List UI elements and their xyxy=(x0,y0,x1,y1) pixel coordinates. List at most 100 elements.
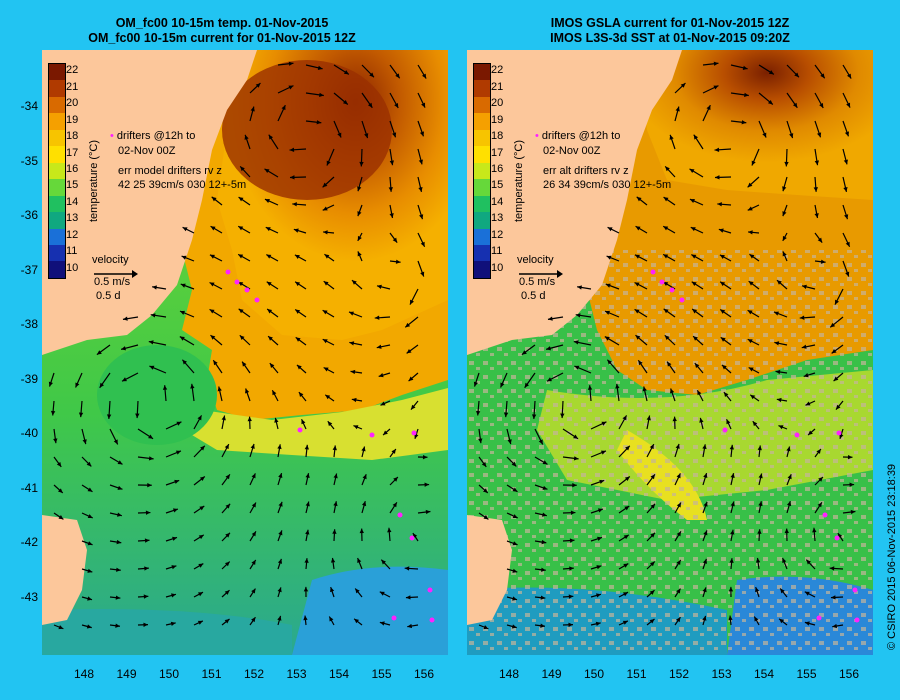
current-arrow-head xyxy=(225,532,230,538)
current-arrow-head xyxy=(182,359,187,365)
current-arrow-head xyxy=(744,92,749,98)
current-arrow-head xyxy=(278,530,283,536)
current-arrow-head xyxy=(362,474,367,480)
current-arrow-head xyxy=(792,102,798,108)
left-err-line2: 42 25 39cm/s 030 12+-5m xyxy=(118,179,247,191)
current-arrow-head xyxy=(846,102,851,108)
current-arrow-head xyxy=(540,623,545,628)
current-arrow-head xyxy=(676,502,681,508)
current-arrow-head xyxy=(757,445,762,451)
current-arrow-head xyxy=(850,509,856,515)
latitude-tick-label: -39 xyxy=(20,371,38,386)
current-arrow-head xyxy=(568,622,573,627)
colorbar-swatch xyxy=(49,228,65,245)
current-arrow-head xyxy=(767,99,773,105)
current-arrow-head xyxy=(831,348,837,354)
current-arrow-head xyxy=(693,336,698,341)
current-arrow-head xyxy=(180,283,186,288)
current-arrow-head xyxy=(274,417,279,423)
current-arrow-head xyxy=(295,309,301,314)
current-arrow-head xyxy=(53,438,58,444)
current-arrow-head xyxy=(713,85,719,90)
australia-land xyxy=(467,50,682,355)
credit-text: © CSIRO 2015 06-Nov-2015 23:18:39 xyxy=(886,463,898,650)
latitude-tick-label: -36 xyxy=(20,208,38,222)
current-arrow-head xyxy=(420,271,425,277)
current-arrow-head xyxy=(209,254,215,259)
current-arrow-head xyxy=(99,382,105,388)
drifter-point xyxy=(659,279,665,285)
current-arrow-head xyxy=(748,230,753,235)
current-arrow-head xyxy=(573,434,579,439)
colorbar-tick-label: 20 xyxy=(66,97,79,110)
current-arrow-head xyxy=(56,461,62,467)
current-arrow-head xyxy=(369,72,374,78)
current-arrow-head xyxy=(801,344,807,349)
current-arrow-head xyxy=(676,531,681,537)
current-arrow-head xyxy=(392,237,398,243)
current-arrow-head xyxy=(717,202,722,207)
current-arrow-head xyxy=(301,419,306,425)
current-arrow-head xyxy=(361,501,367,507)
current-arrow-head xyxy=(278,501,283,507)
current-arrow-head xyxy=(147,483,152,488)
current-arrow-head xyxy=(703,530,708,536)
current-arrow-head xyxy=(379,621,385,626)
current-arrow-head xyxy=(507,439,512,445)
current-arrow-head xyxy=(277,558,283,564)
latitude-tick-label: -43 xyxy=(20,589,38,604)
current-arrow-head xyxy=(542,512,547,517)
current-arrow-head xyxy=(244,134,249,140)
current-arrow-head xyxy=(779,618,784,624)
colorbar-swatch xyxy=(474,64,490,81)
longitude-tick-label: 154 xyxy=(328,667,350,681)
current-arrow-head xyxy=(730,473,735,479)
current-arrow-head xyxy=(224,618,230,624)
current-arrow-head xyxy=(359,528,364,534)
current-arrow-head xyxy=(605,310,610,315)
current-arrow-head xyxy=(699,417,704,423)
current-arrow-head xyxy=(265,227,271,232)
current-arrow-head xyxy=(818,476,823,482)
current-arrow-head xyxy=(718,228,724,233)
current-arrow-head xyxy=(121,346,127,351)
current-arrow-head xyxy=(268,134,274,140)
colorbar-tick-label: 15 xyxy=(66,179,79,192)
current-arrow-head xyxy=(319,92,324,98)
current-arrow-head xyxy=(395,73,400,79)
current-arrow-head xyxy=(342,99,348,105)
current-arrow-head xyxy=(264,168,270,174)
current-arrow-head xyxy=(209,309,215,314)
current-arrow-head xyxy=(663,281,669,287)
current-arrow-head xyxy=(624,476,630,481)
current-arrow-head xyxy=(720,281,726,287)
drifter-point xyxy=(409,535,415,541)
current-arrow-head xyxy=(568,594,574,599)
current-arrow-head xyxy=(845,241,850,247)
current-arrow-head xyxy=(843,159,848,165)
current-arrow-head xyxy=(175,450,181,455)
current-arrow-head xyxy=(587,385,593,390)
current-arrow-head xyxy=(87,541,93,546)
current-arrow-head xyxy=(364,133,369,139)
current-arrow-head xyxy=(374,315,380,320)
current-arrow-head xyxy=(755,557,761,563)
current-arrow-head xyxy=(805,401,811,406)
current-arrow-head xyxy=(634,309,640,314)
right-colorbar xyxy=(473,63,491,279)
longitude-tick-label: 150 xyxy=(583,667,605,681)
current-arrow-head xyxy=(405,322,411,328)
current-arrow-head xyxy=(391,448,396,454)
current-arrow-head xyxy=(776,280,782,285)
current-arrow-head xyxy=(419,131,424,137)
current-arrow-head xyxy=(475,410,481,416)
current-arrow-head xyxy=(269,363,275,368)
current-arrow-head xyxy=(278,473,283,479)
current-arrow-head xyxy=(174,479,180,484)
current-arrow-head xyxy=(615,383,620,389)
colorbar-swatch xyxy=(474,113,490,130)
current-arrow-head xyxy=(697,390,702,396)
colorbar-tick-label: 17 xyxy=(491,146,504,159)
current-arrow-head xyxy=(359,161,364,167)
current-arrow-head xyxy=(115,623,120,628)
